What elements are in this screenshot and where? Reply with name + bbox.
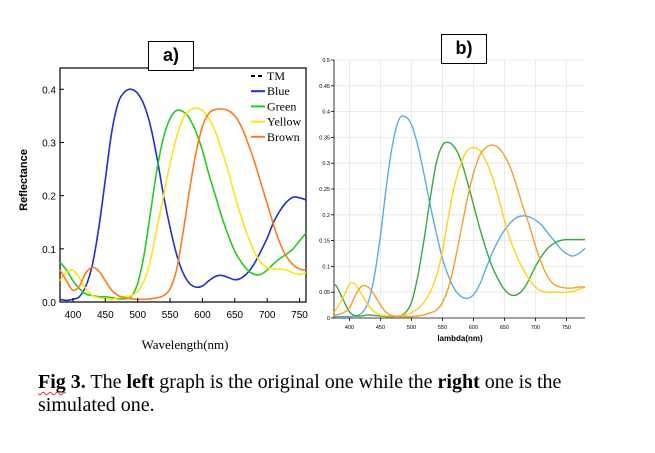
chart-left-legend-label: Green: [267, 99, 296, 113]
chart-right-xtick-label: 650: [500, 325, 509, 331]
caption-text-2: graph is the original one while the: [154, 371, 438, 393]
chart-right-ytick-label: 0.2: [322, 213, 330, 219]
chart-right-ytick-label: 0.45: [319, 84, 330, 90]
chart-left-xtick-label: 400: [65, 310, 82, 321]
chart-right-ytick-label: 0.35: [319, 135, 330, 141]
chart-right-ytick-label: 0.5: [322, 58, 330, 64]
chart-right-series-2: [333, 141, 585, 318]
chart-left-legend-label: TM: [267, 69, 285, 83]
chart-right-xlabel: lambda(nm): [437, 334, 483, 343]
chart-left-xtick-label: 750: [291, 310, 308, 321]
chart-left-series-yellow: [59, 107, 307, 301]
chart-right-xtick-label: 750: [562, 325, 571, 331]
chart-left-ytick-label: 0.1: [42, 245, 56, 256]
caption-left-word: left: [126, 371, 155, 393]
chart-right-ytick-label: 0.05: [319, 290, 330, 296]
chart-left-xtick-label: 650: [226, 310, 243, 321]
chart-left-xlabel: Wavelength(nm): [141, 337, 228, 352]
figure-caption: Fig 3. The left graph is the original on…: [38, 371, 638, 417]
chart-left-ytick-label: 0.0: [42, 298, 56, 309]
chart-left-ytick-label: 0.2: [42, 192, 56, 203]
chart-right-xtick-label: 500: [407, 325, 416, 331]
chart-right-series-4: [333, 144, 586, 318]
chart-left-legend-label: Yellow: [267, 115, 301, 129]
chart-left: 400 450 500 550 600 650 700 750 0.0 0.1 0.2 0.3 0.4…: [18, 67, 308, 352]
chart-left-legend-label: Brown: [267, 130, 300, 144]
chart-right-xtick-label: 400: [345, 325, 354, 331]
chart-left-series-brown: [59, 108, 307, 301]
chart-left-ytick-label: 0.3: [42, 138, 56, 149]
chart-left-series-green: [59, 109, 307, 300]
chart-right-series-1: [334, 115, 586, 318]
chart-right-ytick-label: 0: [327, 316, 330, 322]
chart-right-ytick-label: 0.4: [322, 110, 330, 116]
chart-right: 400 450 500 550 600 650 700 750 0 0.05 0.1 0.15 0.2…: [319, 58, 586, 343]
chart-left-series-blue: [59, 88, 307, 302]
chart-right-xtick-label: 600: [469, 325, 478, 331]
panel-label-b: b): [441, 34, 487, 64]
chart-left-xtick-label: 700: [259, 310, 276, 321]
chart-right-ytick-label: 0.15: [319, 239, 330, 245]
chart-left-xtick-label: 550: [162, 310, 179, 321]
chart-right-series-3: [333, 146, 586, 317]
chart-left-legend-label: Blue: [267, 84, 290, 98]
chart-right-ytick-label: 0.3: [322, 161, 330, 167]
chart-right-ytick-label: 0.25: [319, 187, 330, 193]
chart-left-ylabel: Reflectance: [18, 149, 30, 211]
chart-left-xtick-label: 600: [194, 310, 211, 321]
caption-fig-number: 3.: [65, 371, 86, 393]
chart-left-ytick-label: 0.4: [42, 85, 56, 96]
chart-right-xtick-label: 700: [531, 325, 540, 331]
chart-left-xtick-label: 500: [129, 310, 146, 321]
chart-right-xtick-label: 450: [376, 325, 385, 331]
chart-right-xtick-label: 550: [438, 325, 447, 331]
caption-right-word: right: [437, 371, 480, 393]
caption-text-3: one is the simulated one.: [38, 371, 562, 416]
caption-fig-word: Fig: [38, 371, 66, 393]
panel-label-a: a): [148, 41, 194, 71]
chart-left-xtick-label: 450: [97, 310, 114, 321]
chart-right-ytick-label: 0.1: [322, 264, 330, 270]
caption-text-1: The: [85, 371, 127, 393]
